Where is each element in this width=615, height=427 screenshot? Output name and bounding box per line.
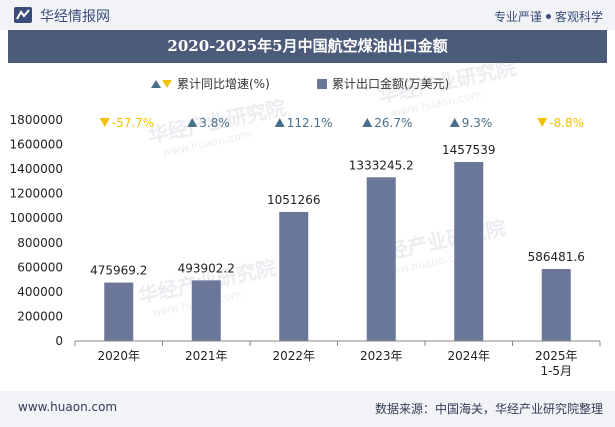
growth-up-triangle-icon: [449, 118, 460, 127]
bar-chart: 华经产业研究院www.huaon.com华经产业研究院www.huaon.com…: [10, 63, 601, 378]
y-tick-label: 800000: [17, 236, 63, 250]
bar-value-label: 1457539: [442, 143, 495, 157]
site-name[interactable]: 华经情报网: [40, 9, 110, 25]
top-bar: 华经情报网 专业严谨 客观科学: [0, 0, 615, 30]
footer: www.huaon.com 数据来源：中国海关，华经产业研究院整理: [0, 391, 615, 427]
bar: [104, 282, 134, 341]
y-tick-label: 1800000: [10, 113, 63, 127]
growth-rate-label: 3.8%: [199, 116, 230, 130]
y-tick-label: 1200000: [10, 187, 63, 201]
bar: [191, 280, 221, 341]
bar-value-label: 475969.2: [90, 264, 147, 278]
bar: [366, 177, 396, 341]
growth-up-triangle-icon: [187, 118, 198, 127]
y-tick-label: 400000: [17, 285, 63, 299]
growth-rate-label: -8.8%: [549, 116, 584, 130]
dot-separator-icon: [545, 14, 551, 19]
y-tick-label: 0: [55, 334, 63, 348]
growth-rate-label: 26.7%: [374, 116, 412, 130]
x-tick-label: 2022年: [272, 349, 315, 363]
bar: [279, 211, 309, 341]
y-tick-label: 1000000: [10, 211, 63, 225]
legend-down-triangle-icon: [162, 80, 172, 88]
growth-rate-label: -57.7%: [112, 116, 154, 130]
legend-export-label: 累计出口金额(万美元): [332, 76, 449, 91]
bar: [454, 162, 484, 341]
legend-bar-swatch: [317, 79, 327, 89]
growth-rate-label: 9.3%: [462, 116, 493, 130]
bar-value-label: 1051266: [267, 193, 320, 207]
x-tick-label: 2020年: [97, 349, 140, 363]
bar-value-label: 493902.2: [178, 261, 235, 275]
y-tick-label: 600000: [17, 260, 63, 274]
footer-website-link[interactable]: www.huaon.com: [18, 400, 118, 414]
bar: [541, 268, 571, 341]
legend-growth-label: 累计同比增速(%): [177, 77, 270, 91]
tagline: 专业严谨 客观科学: [494, 8, 603, 25]
growth-rate-label: 112.1%: [287, 116, 333, 130]
growth-up-triangle-icon: [362, 118, 373, 127]
huajing-logo-icon: [14, 7, 32, 27]
bar-value-label: 1333245.2: [349, 158, 414, 172]
bar-value-label: 586481.6: [528, 250, 585, 264]
y-tick-label: 1600000: [10, 138, 63, 152]
y-tick-label: 200000: [17, 309, 63, 323]
chart-title: 2020-2025年5月中国航空煤油出口金额: [8, 30, 607, 63]
y-tick-label: 1400000: [10, 162, 63, 176]
growth-down-triangle-icon: [99, 118, 110, 127]
tagline-right: 客观科学: [554, 10, 603, 24]
x-tick-label: 1-5月: [540, 364, 572, 378]
x-tick-label: 2021年: [185, 349, 228, 363]
x-tick-label: 2024年: [447, 349, 490, 363]
footer-source: 数据来源：中国海关，华经产业研究院整理: [374, 402, 603, 416]
growth-up-triangle-icon: [274, 118, 285, 127]
x-tick-label: 2023年: [360, 349, 403, 363]
growth-down-triangle-icon: [537, 118, 548, 127]
tagline-left: 专业严谨: [493, 10, 542, 24]
legend-up-triangle-icon: [151, 80, 161, 88]
x-tick-label: 2025年: [535, 349, 578, 363]
